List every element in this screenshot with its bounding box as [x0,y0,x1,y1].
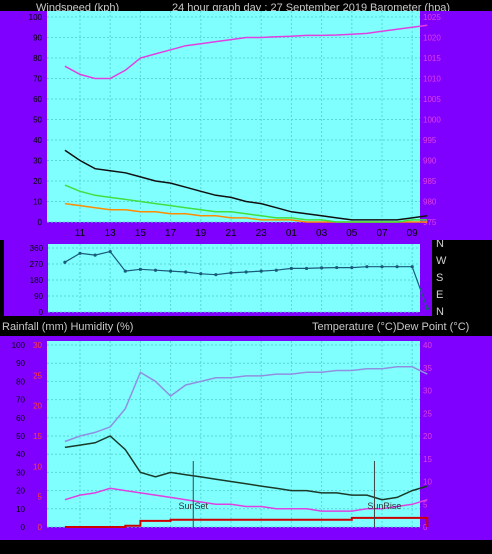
direction-y-tick: 180 [30,276,44,285]
baro-y-tick: 1025 [423,13,441,22]
x-tick-label-temp: 01 [286,539,298,550]
rain-y-tick: 25 [33,371,42,380]
temperature-y-tick: 25 [423,409,432,418]
wind-gust-line [64,149,428,221]
temperature-y-tick: 5 [423,500,428,509]
x-tick-label-wind: 03 [316,228,328,239]
x-tick-label-wind: 15 [135,228,147,239]
wind-y-tick: 100 [29,13,43,22]
x-tick-label-temp: 11 [75,539,86,550]
humidity-y-tick: 40 [16,450,25,459]
x-tick-label-temp: 05 [346,539,358,550]
temperature-y-tick: 30 [423,387,432,396]
compass-e: E [436,289,444,301]
x-tick-label-wind: 09 [407,228,419,239]
wind-y-tick: 80 [33,54,42,63]
x-tick-label-temp: 03 [316,539,328,550]
rain-y-tick: 20 [33,402,42,411]
baro-y-tick: 985 [423,177,437,186]
temp-plot-area [47,341,420,527]
wind-plot-area [47,11,420,222]
baro-y-tick: 980 [423,198,437,207]
wind-y-tick: 10 [33,198,42,207]
temperature-line [64,435,428,501]
x-tick-label-temp: 15 [135,539,147,550]
baro-y-tick: 995 [423,136,437,145]
sunrise-label: SunRise [367,501,401,511]
barometer-line [64,24,428,80]
rain-y-tick: 0 [38,523,43,532]
x-tick-label-wind: 01 [286,228,298,239]
rain-humidity-label: Rainfall (mm) Humidity (%) [2,321,134,333]
baro-y-tick: 1005 [423,95,441,104]
humidity-y-tick: 70 [16,396,25,405]
humidity-y-tick: 80 [16,377,25,386]
x-tick-label-temp: 13 [105,539,117,550]
direction-y-tick: 360 [30,244,44,253]
humidity-y-tick: 10 [16,505,25,514]
x-tick-label-temp: 07 [376,539,388,550]
humidity-y-tick: 0 [21,523,26,532]
x-tick-label-temp: 19 [195,539,207,550]
x-tick-label-temp: 21 [225,539,237,550]
wind-y-tick: 60 [33,95,42,104]
humidity-y-tick: 20 [16,487,25,496]
baro-y-tick: 975 [423,218,437,227]
x-tick-label-wind: 17 [165,228,177,239]
wind-y-tick: 50 [33,116,42,125]
temperature-y-tick: 15 [423,455,432,464]
direction-line [64,250,428,309]
temperature-y-tick: 35 [423,364,432,373]
x-tick-label-wind: 21 [225,228,237,239]
direction-y-tick: 270 [30,260,44,269]
rainfall-line [64,516,429,528]
wind-y-tick: 90 [33,34,42,43]
x-tick-label-temp: 17 [165,539,177,550]
wind-y-tick: 0 [38,218,43,227]
rain-y-tick: 10 [33,462,42,471]
x-tick-label-wind: 11 [75,228,86,239]
x-tick-label-wind: 23 [256,228,268,239]
direction-y-tick: 0 [39,308,44,317]
temperature-y-tick: 0 [423,523,428,532]
compass-n-bottom: N [436,306,444,318]
dewpoint-line [64,487,428,512]
baro-y-tick: 1000 [423,116,441,125]
wind-y-tick: 20 [33,177,42,186]
wind-average-line [64,184,428,223]
wind-y-tick: 30 [33,157,42,166]
x-tick-label-wind: 05 [346,228,358,239]
rain-y-tick: 5 [38,493,43,502]
humidity-y-tick: 90 [16,359,25,368]
compass-w: W [436,255,447,267]
compass-n-top: N [436,238,444,250]
temperature-y-tick: 40 [423,341,432,350]
humidity-y-tick: 30 [16,468,25,477]
compass-s: S [436,272,444,284]
x-tick-label-wind: 13 [105,228,117,239]
humidity-y-tick: 50 [16,432,25,441]
x-tick-label-wind: 19 [195,228,207,239]
direction-plot-area [48,244,420,312]
humidity-line [64,366,428,443]
x-tick-label-temp: 09 [407,539,419,550]
temp-dewpoint-label: Temperature (°C)Dew Point (°C) [312,321,470,333]
baro-y-tick: 1020 [423,34,441,43]
humidity-y-tick: 100 [12,341,26,350]
baro-y-tick: 1010 [423,75,441,84]
x-tick-label-wind: 07 [376,228,388,239]
humidity-y-tick: 60 [16,414,25,423]
x-tick-label-temp: 23 [256,539,268,550]
rain-y-tick: 15 [33,432,42,441]
rain-y-tick: 30 [33,341,42,350]
baro-y-tick: 990 [423,157,437,166]
sunset-label: SunSet [178,501,208,511]
baro-y-tick: 1015 [423,54,441,63]
direction-y-tick: 90 [34,292,43,301]
temperature-y-tick: 10 [423,478,432,487]
wind-y-tick: 40 [33,136,42,145]
wind-y-tick: 70 [33,75,42,84]
temperature-y-tick: 20 [423,432,432,441]
